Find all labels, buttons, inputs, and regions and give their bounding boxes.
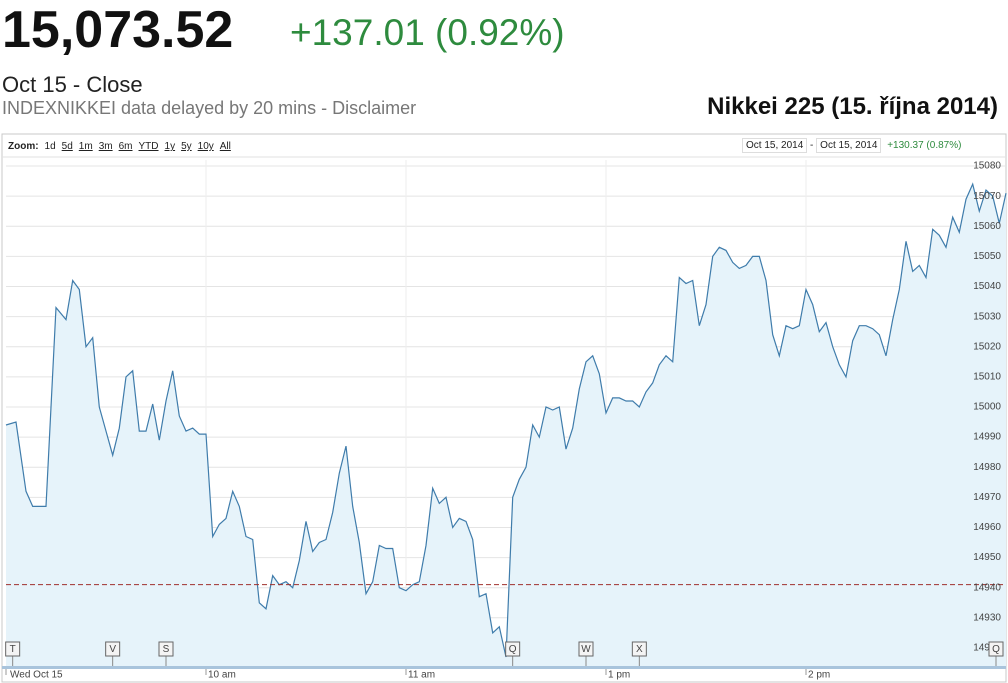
flag-label: Q bbox=[509, 644, 517, 655]
range-separator: - bbox=[810, 140, 814, 151]
zoom-option[interactable]: YTD bbox=[138, 141, 159, 152]
range-change: +130.37 (0.87%) bbox=[887, 140, 962, 151]
y-tick-label: 14920 bbox=[973, 643, 1001, 654]
y-tick-label: 14970 bbox=[973, 492, 1001, 503]
flag[interactable] bbox=[5, 641, 21, 657]
zoom-option[interactable]: 1d bbox=[44, 141, 56, 152]
zoom-option[interactable]: 3m bbox=[98, 141, 113, 152]
zoom-option[interactable]: 1m bbox=[78, 141, 93, 152]
zoom-bar: Zoom: 1d 5d 1m 3m 6m YTD 1y 5y 10y All bbox=[8, 141, 237, 152]
y-tick-label: 14990 bbox=[973, 432, 1001, 443]
zoom-option[interactable]: 5d bbox=[61, 141, 73, 152]
y-tick-label: 15070 bbox=[973, 191, 1001, 202]
flag-label: W bbox=[581, 644, 591, 655]
y-tick-label: 15030 bbox=[973, 311, 1001, 322]
flag-label: V bbox=[109, 644, 116, 655]
x-tick-label: Wed Oct 15 bbox=[10, 670, 63, 681]
zoom-option[interactable]: 5y bbox=[181, 141, 192, 152]
flag-label: S bbox=[163, 644, 170, 655]
line bbox=[5, 182, 1007, 658]
zoom-option[interactable]: 6m bbox=[118, 141, 133, 152]
area bbox=[6, 184, 1006, 666]
flag[interactable] bbox=[105, 641, 121, 657]
zoom-option[interactable]: 10y bbox=[197, 141, 214, 152]
flag[interactable] bbox=[988, 641, 1004, 657]
y-tick-label: 15040 bbox=[973, 281, 1001, 292]
x-axis-band bbox=[2, 666, 1006, 669]
y-tick-label: 14930 bbox=[973, 612, 1001, 623]
zoom-option[interactable]: All bbox=[219, 141, 231, 152]
y-tick-label: 15050 bbox=[973, 251, 1001, 262]
flag[interactable] bbox=[158, 641, 174, 657]
flag-label: X bbox=[636, 644, 643, 655]
range-from[interactable]: Oct 15, 2014 bbox=[742, 138, 808, 153]
flag-label: Q bbox=[992, 644, 1000, 655]
zoom-option[interactable]: 1y bbox=[164, 141, 176, 152]
x-tick-label: 10 am bbox=[208, 670, 236, 681]
flag[interactable] bbox=[505, 641, 521, 657]
status: Oct 15 - Close bbox=[2, 72, 143, 97]
y-tick-label: 15020 bbox=[973, 341, 1001, 352]
y-tick-label: 15010 bbox=[973, 371, 1001, 382]
y-tick-label: 15000 bbox=[973, 402, 1001, 413]
zoom-label: Zoom: bbox=[8, 141, 39, 152]
x-tick-label: 1 pm bbox=[608, 670, 630, 681]
x-tick-label: 2 pm bbox=[808, 670, 830, 681]
y-tick-label: 14940 bbox=[973, 582, 1001, 593]
y-tick-label: 14960 bbox=[973, 522, 1001, 533]
x-tick-label: 11 am bbox=[408, 670, 435, 681]
range-to[interactable]: Oct 15, 2014 bbox=[816, 138, 882, 153]
price-change: +137.01 (0.92%) bbox=[290, 12, 565, 53]
chart: 14920 14930 14940 14950 14960 14970 14980 14990… bbox=[1, 133, 1007, 683]
flag[interactable] bbox=[578, 641, 594, 657]
y-tick-label: 15060 bbox=[973, 221, 1001, 232]
y-tick-label: 15080 bbox=[973, 161, 1001, 172]
y-tick-label: 14950 bbox=[973, 552, 1001, 563]
flag-label: T bbox=[10, 644, 16, 655]
flag[interactable] bbox=[631, 641, 647, 657]
range-bar: Oct 15, 2014 - Oct 15, 2014 +130.37 (0.8… bbox=[742, 138, 962, 153]
chart-title: Nikkei 225 (15. října 2014) bbox=[707, 93, 998, 120]
y-tick-label: 14980 bbox=[973, 462, 1001, 473]
price: 15,073.52 bbox=[2, 1, 234, 59]
source-note: INDEXNIKKEI data delayed by 20 mins - Di… bbox=[2, 98, 417, 118]
